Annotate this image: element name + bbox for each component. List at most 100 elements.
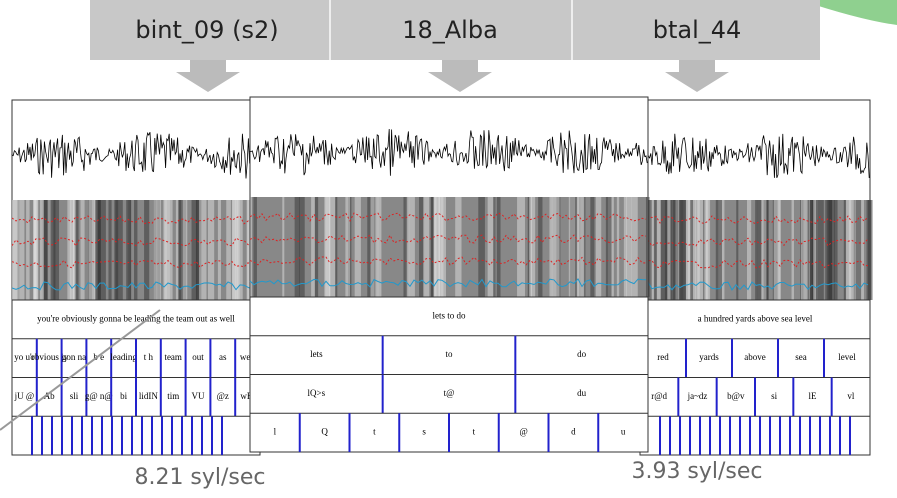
spectrogram-band [496,197,501,297]
spectrogram-band [678,200,686,300]
spectrogram-band [440,197,446,297]
tier-label: lets to do [433,310,466,320]
tier-label: @z [217,391,229,401]
tier-label: wEl [240,391,255,401]
arrow [428,60,492,92]
tier-label: u [621,427,626,437]
tier-label: Ab [44,391,55,401]
tier-label: tim [167,391,179,401]
formant-track [639,259,869,269]
spectrogram-band [595,197,602,297]
tier-label: b@v [727,391,745,401]
spectrogram-band [746,200,752,300]
spectrogram-band [98,200,106,300]
tier-label: team [164,352,182,362]
spectrogram-band [370,197,375,297]
spectrogram-band [757,200,762,300]
spectrogram-band [549,197,553,297]
spectrogram-band [311,197,315,297]
tier-label: si [771,391,778,401]
tier-label: d [571,427,576,437]
spectrogram-band [252,197,257,297]
spectrogram-band [232,200,237,300]
spectrogram-band [866,200,872,300]
spectrogram-band [34,200,39,300]
spectrogram-band [817,200,824,300]
spectrogram-band [697,200,704,300]
spectrogram-band [419,197,425,297]
tier-label: lE [809,391,818,401]
tier-label: level [838,352,856,362]
spectrogram-band [39,200,44,300]
spectrogram-band [181,200,188,300]
spectrogram-band [42,200,48,300]
spectrogram-band [855,200,862,300]
tier-label: b e [93,352,104,362]
formant-track [249,212,647,222]
spectrogram-band [777,200,781,300]
spectrogram-band [530,197,536,297]
spectrogram-band [328,197,336,297]
spectrogram-band [493,197,496,297]
tier-label: well [240,352,256,362]
spectrogram-band [551,197,560,297]
spectrogram-band [773,200,781,300]
tier-label: obvious ly [30,352,68,362]
spectrogram-band [761,200,767,300]
spectrogram-band [196,200,202,300]
spectrogram-band [74,200,79,300]
spectrogram-band [375,197,379,297]
spectrogram-band [47,200,51,300]
spectrogram-band [198,200,207,300]
tier-label: yo u'r [14,352,34,362]
formant-track [11,281,257,291]
spectrogram-band [153,200,161,300]
formant-track [639,281,869,291]
spectrogram-band [93,200,97,300]
spectrogram-band [80,200,85,300]
tier-label: l [274,427,277,437]
spectrogram-band [577,197,585,297]
praat-panel: a hundred yards above sea level red yards a… [639,99,873,456]
formant-track [249,234,647,244]
tier-label: red [657,352,669,362]
spectrogram-band [377,197,382,297]
tier-label: Q [321,427,328,437]
arrow [176,60,240,92]
spectrogram-band [67,200,72,300]
tier-label: VU [192,391,205,401]
spectrogram-band [282,197,285,297]
header-bar [90,0,820,60]
tier-label: lQ>s [308,388,326,398]
spectrogram-band [529,197,533,297]
tier-label: du [577,388,587,398]
praat-panel: you're obviously gonna be leading the te… [11,99,266,456]
tier-label: out [192,352,204,362]
spectrogram-band [655,200,661,300]
spectrogram-band [178,200,183,300]
spectrogram-band [517,197,525,297]
spectrogram-band [755,200,758,300]
tier-label: bi [120,391,128,401]
spectrogram-band [736,200,739,300]
spectrogram-band [217,200,221,300]
spectrogram-band [660,200,668,300]
spectrogram-band [435,197,438,297]
spectrogram-band [673,200,679,300]
spectrogram-band [487,197,495,297]
waveform [11,131,260,179]
tier-label: t [373,427,376,437]
tier-label: s [422,427,426,437]
spectrogram-band [403,197,408,297]
spectrogram-band [645,197,650,297]
spectrogram-band [616,197,620,297]
spectrogram-band [26,200,30,300]
spectrogram-band [335,197,338,297]
spectrogram-band [861,200,864,300]
header-label: btal_44 [653,16,742,44]
arrow [665,60,729,92]
tier-label: gon na [62,352,86,362]
spectrogram-band [423,197,430,297]
spectrogram-band [115,200,123,300]
